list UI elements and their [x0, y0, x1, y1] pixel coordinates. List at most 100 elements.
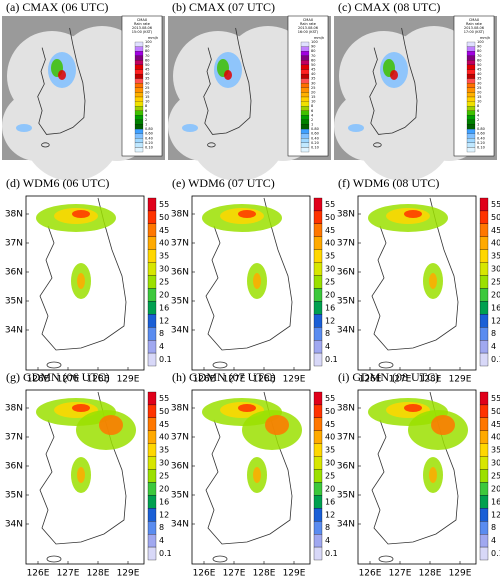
lon-label: 129E: [117, 569, 140, 579]
colorbar-cell: [300, 83, 310, 88]
colorbar-cell: [313, 482, 323, 496]
colorbar-cell: [147, 262, 157, 276]
colorbar-cell: [479, 275, 489, 289]
colorbar-label: 55: [159, 394, 169, 403]
colorbar-label: 50: [325, 407, 335, 416]
colorbar-cell: [466, 64, 476, 70]
colorbar-label: 25: [477, 86, 481, 90]
colorbar-cell: [300, 133, 310, 139]
colorbar-label: 70: [145, 54, 149, 58]
lat-label: 34N: [171, 520, 189, 530]
coastline: [369, 27, 418, 135]
colorbar-cell: [147, 314, 157, 328]
colorbar-cell: [147, 546, 157, 561]
colorbar-label: 20: [145, 90, 149, 94]
colorbar-header: Rain rate: [466, 22, 482, 26]
coastline: [371, 197, 459, 351]
colorbar-cell: [147, 482, 157, 496]
colorbar-label: 25: [145, 86, 149, 90]
colorbar-label: 50: [325, 213, 335, 222]
colorbar-cell: [466, 46, 476, 52]
colorbar-cell: [147, 197, 157, 212]
colorbar-cell: [300, 64, 310, 70]
lat-label: 37N: [337, 433, 355, 443]
rain-area: [58, 70, 66, 80]
colorbar-cell: [313, 495, 323, 509]
colorbar-label: 1: [477, 123, 479, 127]
colorbar-label: 8: [311, 104, 313, 108]
lat-label: 38N: [5, 404, 23, 414]
colorbar-cell: [313, 391, 323, 406]
colorbar-cell: [466, 110, 476, 116]
lat-label: 36N: [5, 268, 23, 278]
colorbar-label: 10: [145, 100, 149, 104]
colorbar-cell: [134, 133, 144, 139]
colorbar-cell: [479, 443, 489, 457]
colorbar-label: 0.1: [491, 549, 500, 558]
colorbar-cell: [313, 508, 323, 522]
lon-label: 129E: [117, 375, 140, 385]
colorbar-label: 0.80: [311, 127, 319, 131]
colorbar-label: 50: [159, 407, 169, 416]
lon-label: 129E: [283, 375, 306, 385]
colorbar-cell: [479, 456, 489, 470]
colorbar-label: 20: [159, 290, 169, 299]
colorbar-label: 16: [159, 497, 169, 506]
colorbar-cell: [479, 340, 489, 354]
colorbar-cell: [147, 210, 157, 224]
lon-label: 126E: [359, 569, 382, 579]
colorbar-label: 8: [159, 329, 164, 338]
panel-title: (i) GDMN (08 UTC): [338, 370, 439, 384]
colorbar-cell: [313, 417, 323, 431]
lon-label: 129E: [449, 569, 472, 579]
colorbar-label: 100: [145, 40, 152, 44]
colorbar-label: 100: [311, 40, 318, 44]
island: [41, 142, 50, 148]
colorbar-label: 35: [145, 77, 149, 81]
colorbar-cell: [479, 482, 489, 496]
colorbar-cell: [479, 327, 489, 341]
lon-label: 128E: [253, 375, 276, 385]
colorbar-label: 50: [477, 63, 481, 67]
colorbar-cell: [313, 249, 323, 263]
colorbar-cell: [300, 92, 310, 98]
colorbar-label: 4: [477, 113, 480, 117]
colorbar-label: 40: [145, 72, 149, 76]
rain-area: [99, 415, 123, 435]
colorbar-cell: [134, 69, 144, 75]
island: [207, 142, 216, 148]
panel-title: (a) CMAX (06 UTC): [6, 0, 108, 14]
colorbar-label: 50: [145, 63, 149, 67]
lat-label: 34N: [337, 520, 355, 530]
colorbar-label: 0.20: [145, 141, 153, 145]
colorbar-cell: [147, 327, 157, 341]
colorbar-label: 30: [145, 81, 149, 85]
colorbar-cell: [313, 352, 323, 367]
colorbar-cell: [466, 55, 476, 61]
colorbar-cell: [147, 417, 157, 431]
colorbar-cell: [134, 78, 144, 84]
lat-label: 35N: [5, 491, 23, 501]
colorbar-time: 16:00 (KST): [298, 30, 319, 34]
colorbar-label: 45: [477, 68, 481, 72]
radar-coverage: [2, 91, 72, 161]
lon-label: 129E: [283, 569, 306, 579]
colorbar-label: 0.40: [311, 136, 319, 140]
colorbar-unit: mm/h: [480, 36, 490, 40]
lat-label: 38N: [337, 404, 355, 414]
lon-label: 126E: [359, 375, 382, 385]
lat-label: 35N: [171, 297, 189, 307]
colorbar-cell: [147, 404, 157, 418]
colorbar-cell: [466, 78, 476, 84]
lat-label: 34N: [5, 326, 23, 336]
colorbar-cell: [300, 128, 310, 134]
colorbar-cell: [466, 87, 476, 93]
colorbar-cell: [134, 92, 144, 98]
colorbar-cell: [466, 51, 476, 56]
colorbar-cell: [300, 110, 310, 116]
colorbar-label: 12: [491, 316, 500, 325]
colorbar-label: 8: [145, 104, 147, 108]
colorbar-label: 60: [311, 58, 315, 62]
coastline: [205, 197, 293, 351]
colorbar-cell: [466, 133, 476, 139]
